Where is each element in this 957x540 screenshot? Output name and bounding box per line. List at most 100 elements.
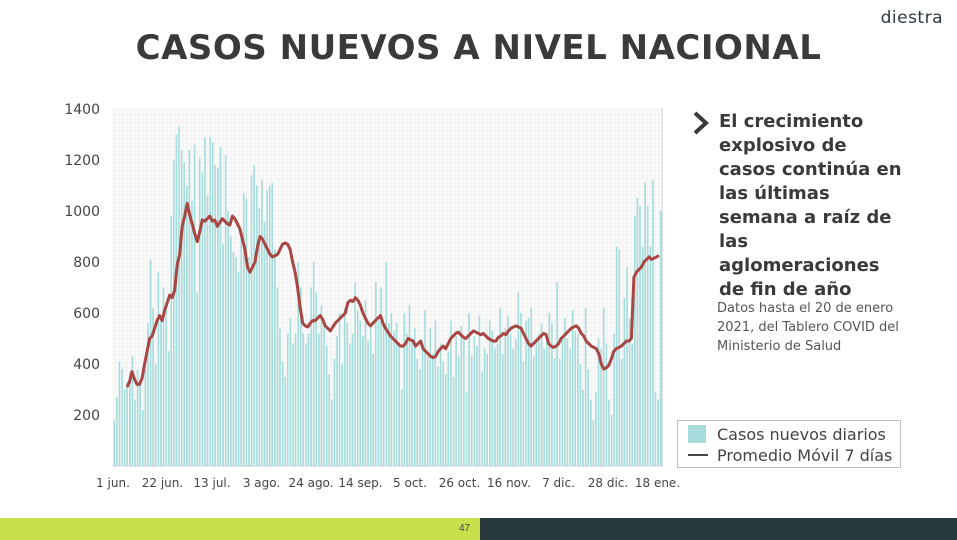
bar (183, 162, 186, 467)
bar (359, 320, 362, 466)
bar (452, 376, 455, 466)
bar (387, 323, 390, 466)
bar (222, 244, 224, 466)
bar (248, 256, 250, 466)
bar (416, 358, 419, 466)
bar (162, 287, 165, 466)
bar (175, 134, 178, 466)
bar (470, 356, 473, 466)
bar (406, 333, 408, 466)
bar (595, 392, 597, 466)
chevron-right-icon (693, 111, 709, 135)
footer-dark-bar (480, 518, 957, 540)
bar (649, 246, 652, 466)
bar (294, 333, 297, 466)
footer-accent-bar (0, 518, 480, 540)
bar (442, 361, 444, 466)
bar (543, 348, 545, 466)
bar (463, 338, 465, 466)
legend-swatch-line (688, 454, 708, 456)
bar (522, 361, 525, 466)
bar (621, 358, 623, 466)
bar (356, 310, 359, 466)
bar (564, 318, 566, 466)
bar (444, 374, 447, 466)
bar (139, 381, 141, 466)
bar (191, 200, 193, 467)
bar (483, 348, 486, 466)
x-tick-label: 28 dic. (588, 476, 628, 490)
bar (121, 369, 123, 466)
bar (312, 262, 315, 466)
bar (390, 313, 393, 466)
bar (178, 126, 180, 466)
bar (659, 211, 662, 466)
bar (201, 172, 204, 466)
bar (320, 305, 323, 466)
bar (584, 307, 587, 466)
bar (307, 333, 310, 466)
legend-swatch-bars (688, 425, 706, 443)
bar (457, 356, 460, 466)
bar (266, 190, 268, 466)
bar (323, 323, 325, 466)
bar (597, 338, 600, 466)
bar (589, 399, 592, 466)
x-tick-label: 22 jun. (142, 476, 183, 490)
bar (318, 333, 320, 466)
bar (167, 351, 170, 466)
bar (214, 165, 217, 466)
bar (274, 249, 276, 466)
bar (504, 328, 507, 466)
bar (232, 251, 235, 466)
bar (338, 313, 341, 466)
bar (235, 256, 237, 466)
bar (553, 358, 556, 466)
bar (602, 307, 605, 466)
bar (165, 302, 167, 466)
legend-item-line: Promedio Móvil 7 días (688, 444, 892, 466)
bar (411, 338, 413, 466)
bar (558, 358, 561, 466)
bar (149, 259, 152, 466)
bar (382, 323, 385, 466)
bar (346, 323, 349, 466)
callout-text: El crecimiento explosivo de casos contin… (719, 111, 902, 300)
x-tick-label: 18 ene. (635, 476, 680, 490)
bar (507, 315, 509, 466)
bar (113, 420, 116, 466)
bar (219, 147, 222, 466)
bar (587, 369, 589, 466)
bar (186, 185, 188, 466)
bar (566, 338, 569, 466)
bar (551, 323, 553, 466)
bar (571, 310, 574, 466)
bar (315, 292, 318, 466)
bar (626, 267, 628, 466)
bar (281, 361, 284, 466)
bar (437, 366, 439, 466)
bar (450, 320, 452, 466)
bar (349, 343, 351, 466)
bar (123, 389, 126, 466)
bar (325, 346, 328, 466)
bar (362, 335, 364, 466)
bar (198, 157, 201, 466)
bar (333, 358, 336, 466)
bar (468, 313, 470, 466)
bar (652, 180, 654, 466)
bar (654, 392, 657, 466)
bar (328, 374, 331, 466)
bar (556, 282, 558, 466)
bar (261, 180, 263, 466)
bar (279, 328, 281, 466)
bar (579, 364, 582, 466)
legend-item-bars: Casos nuevos diarios (688, 423, 886, 445)
bar (618, 249, 621, 466)
bar (533, 356, 535, 466)
bar (240, 236, 242, 466)
bar (237, 272, 240, 466)
bar (434, 320, 437, 466)
bar (634, 216, 636, 466)
